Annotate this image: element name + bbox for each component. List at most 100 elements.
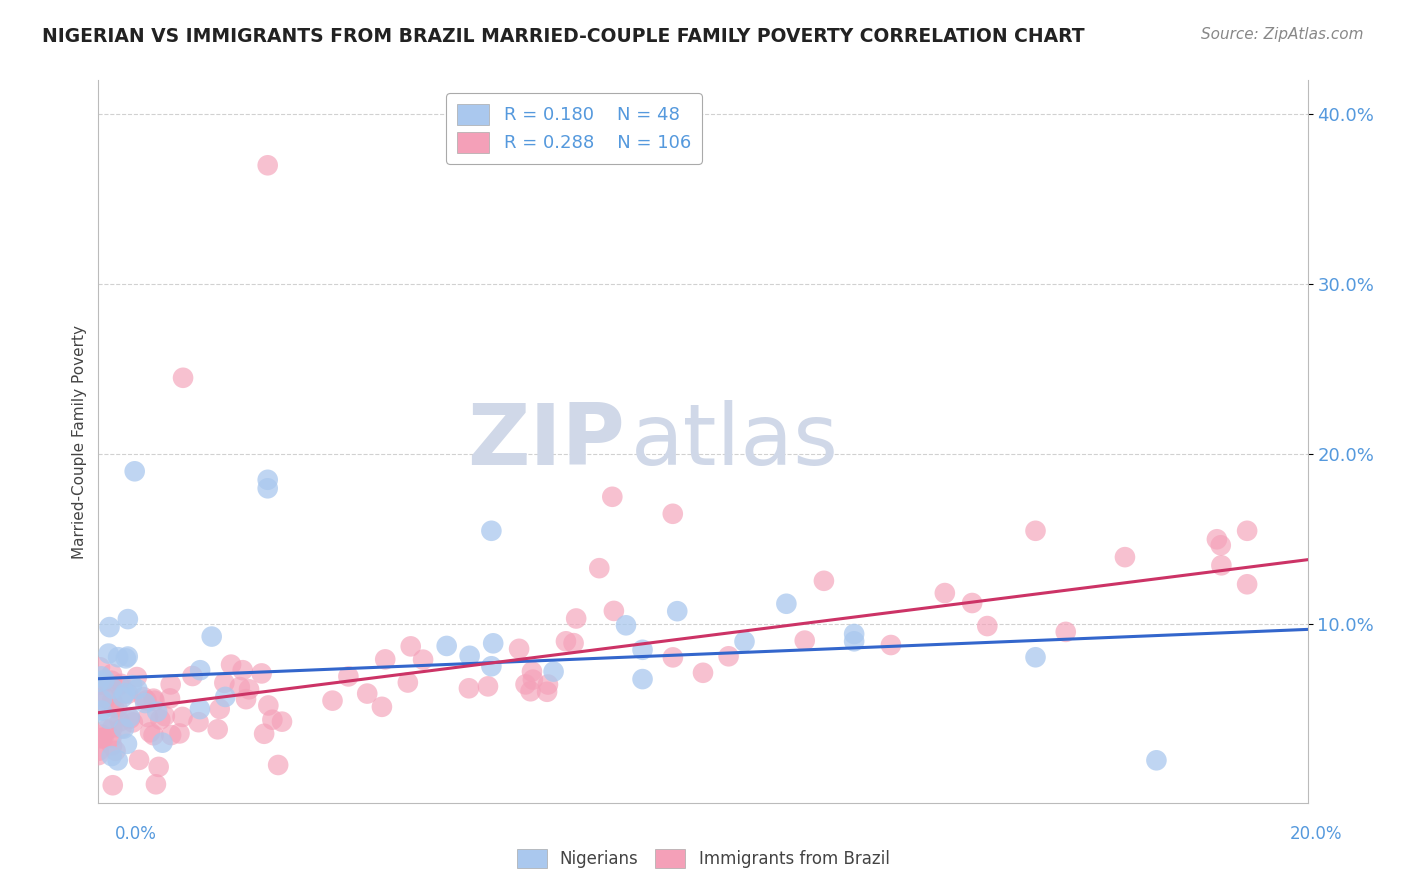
Point	[105, 701, 128, 715]
Point	[602, 490, 624, 504]
Point	[159, 677, 181, 691]
Point	[537, 677, 560, 691]
Legend: R = 0.180    N = 48, R = 0.288    N = 106: R = 0.180 N = 48, R = 0.288 N = 106	[446, 93, 702, 163]
Point	[172, 710, 194, 724]
Point	[145, 777, 167, 791]
Point	[118, 710, 141, 724]
Point	[477, 679, 499, 693]
Point	[481, 659, 503, 673]
Point	[97, 647, 120, 661]
Point	[139, 725, 162, 739]
Text: ZIP: ZIP	[467, 400, 624, 483]
Point	[520, 665, 543, 679]
Point	[458, 681, 481, 696]
Point	[89, 678, 111, 692]
Point	[562, 636, 585, 650]
Point	[844, 634, 866, 648]
Point	[371, 699, 394, 714]
Point	[219, 657, 242, 672]
Point	[666, 604, 689, 618]
Text: Source: ZipAtlas.com: Source: ZipAtlas.com	[1201, 27, 1364, 42]
Point	[111, 690, 134, 705]
Point	[121, 715, 143, 730]
Point	[136, 710, 159, 724]
Point	[1206, 533, 1229, 547]
Point	[90, 728, 112, 742]
Point	[565, 611, 588, 625]
Point	[250, 666, 273, 681]
Point	[555, 634, 578, 648]
Point	[181, 669, 204, 683]
Point	[115, 651, 138, 665]
Point	[631, 642, 654, 657]
Point	[208, 702, 231, 716]
Text: 0.0%: 0.0%	[115, 825, 157, 843]
Point	[108, 679, 131, 693]
Point	[934, 586, 956, 600]
Point	[238, 682, 260, 697]
Point	[188, 663, 211, 677]
Point	[87, 744, 110, 758]
Point	[100, 731, 122, 745]
Point	[543, 665, 565, 679]
Point	[1114, 550, 1136, 565]
Point	[257, 698, 280, 713]
Point	[89, 674, 111, 689]
Point	[481, 524, 503, 538]
Point	[976, 619, 998, 633]
Point	[142, 728, 165, 742]
Point	[117, 612, 139, 626]
Point	[101, 681, 124, 696]
Point	[110, 722, 132, 736]
Text: atlas: atlas	[630, 400, 838, 483]
Point	[631, 672, 654, 686]
Y-axis label: Married-Couple Family Poverty: Married-Couple Family Poverty	[72, 325, 87, 558]
Point	[153, 709, 176, 723]
Point	[93, 673, 115, 687]
Point	[169, 726, 191, 740]
Point	[813, 574, 835, 588]
Point	[135, 693, 157, 707]
Point	[614, 618, 637, 632]
Point	[603, 604, 626, 618]
Point	[519, 684, 541, 698]
Point	[482, 636, 505, 650]
Legend: Nigerians, Immigrants from Brazil: Nigerians, Immigrants from Brazil	[510, 842, 896, 875]
Point	[1209, 538, 1232, 552]
Point	[118, 712, 141, 726]
Point	[214, 690, 236, 704]
Point	[374, 652, 396, 666]
Point	[107, 753, 129, 767]
Point	[96, 723, 118, 737]
Point	[90, 731, 112, 746]
Point	[1144, 753, 1167, 767]
Point	[793, 633, 815, 648]
Point	[458, 648, 481, 663]
Point	[661, 507, 683, 521]
Point	[128, 753, 150, 767]
Point	[143, 694, 166, 708]
Point	[207, 723, 229, 737]
Point	[87, 694, 110, 708]
Point	[90, 692, 112, 706]
Point	[256, 158, 278, 172]
Point	[187, 715, 209, 730]
Point	[146, 705, 169, 719]
Point	[152, 736, 174, 750]
Point	[93, 731, 115, 745]
Point	[90, 669, 112, 683]
Point	[121, 678, 143, 692]
Point	[160, 728, 183, 742]
Point	[101, 721, 124, 735]
Point	[1024, 524, 1046, 538]
Point	[515, 677, 537, 691]
Point	[98, 620, 121, 634]
Point	[89, 660, 111, 674]
Point	[124, 464, 146, 478]
Point	[692, 665, 714, 680]
Point	[90, 704, 112, 718]
Point	[91, 731, 114, 745]
Point	[436, 639, 458, 653]
Point	[662, 650, 685, 665]
Point	[960, 596, 983, 610]
